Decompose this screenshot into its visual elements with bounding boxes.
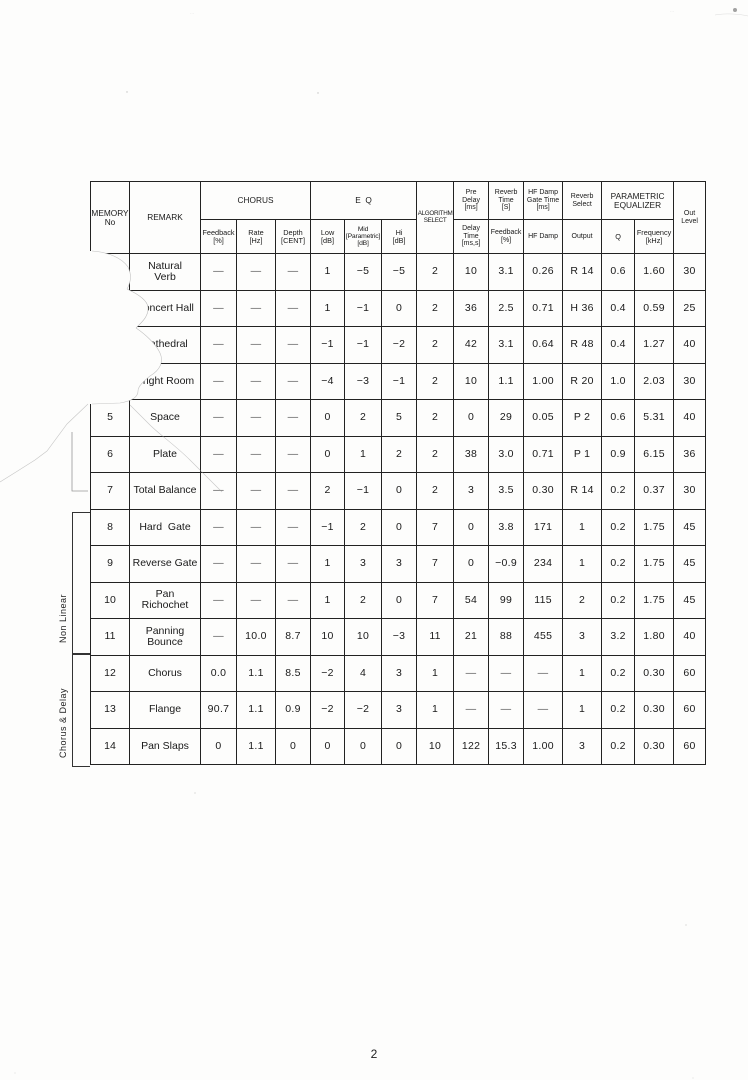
svg-text:...: ... xyxy=(670,8,674,14)
svg-text:...: ... xyxy=(190,10,194,16)
